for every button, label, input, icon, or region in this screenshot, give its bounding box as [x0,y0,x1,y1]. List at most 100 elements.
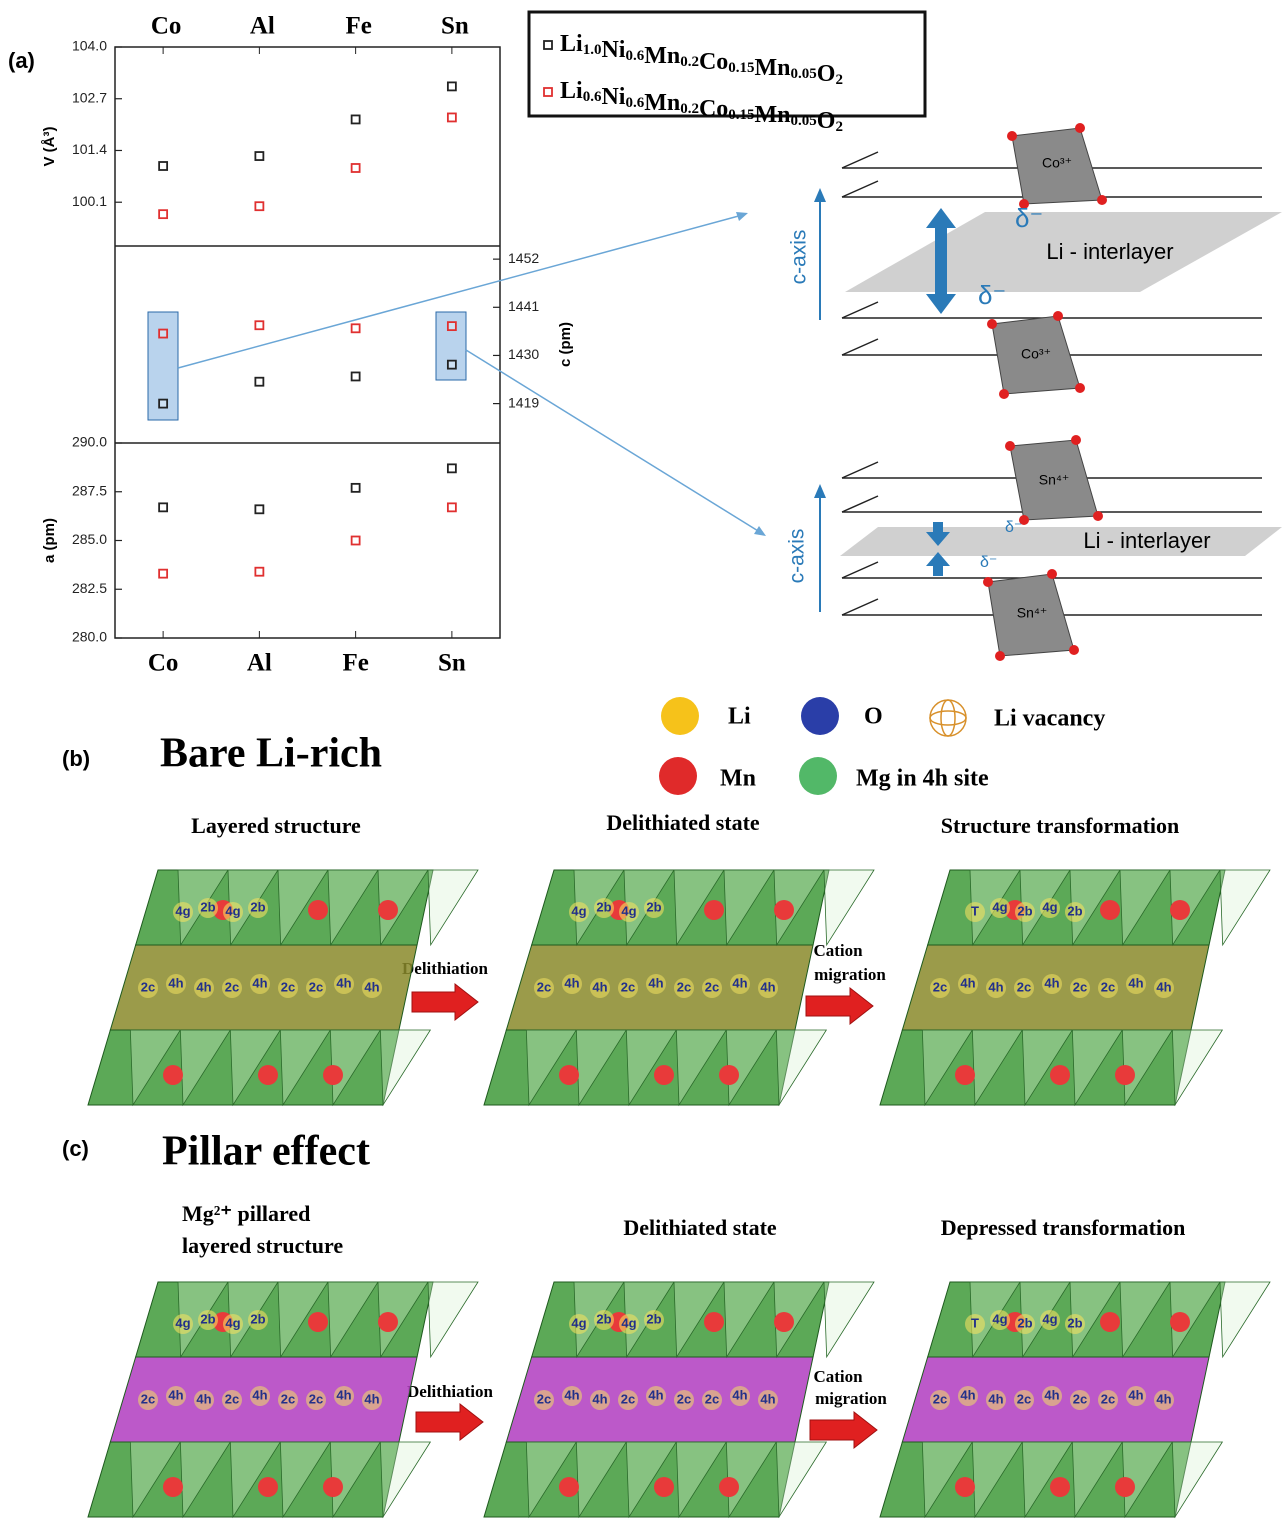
facet [775,1029,828,1107]
mn-atom [1115,1065,1135,1085]
x-tick-label: Al [250,13,275,40]
site [1015,902,1035,922]
panel-label: (a) [8,48,35,73]
facet [675,1441,728,1519]
mn-atom [774,900,794,920]
arrow-label: Cation [813,941,863,960]
facet [179,1441,232,1519]
site-label: 2c [705,979,719,994]
site-label: 4h [732,1387,747,1402]
site [1070,978,1090,998]
facet [279,1441,332,1519]
y-tick-label: 290.0 [72,434,107,450]
y-axis-label: V (Å³) [41,127,58,167]
site [758,1390,778,1410]
point [446,502,457,513]
facet [575,1029,628,1107]
caption: Delithiated state [623,1215,777,1240]
y-tick-label: 285.0 [72,531,107,547]
y-tick-label: 282.5 [72,580,107,596]
site [222,978,242,998]
legend-label: Mn [720,766,756,792]
double-arrow-head [926,294,956,314]
site-label: 2c [1101,1391,1115,1406]
site [250,1386,270,1406]
mn-atom [559,1477,579,1497]
atom [1075,383,1085,393]
facet [229,1441,282,1519]
site-label: 4g [175,903,190,918]
mn-atom [719,1477,739,1497]
site [569,902,589,922]
facet [277,1281,329,1359]
site [138,978,158,998]
site [990,898,1010,918]
y-tick-label: 1441 [508,298,539,314]
process-arrow [411,982,479,1022]
site [702,1390,722,1410]
x-tick-label: Sn [441,13,469,40]
facet [625,1029,678,1107]
site [702,978,722,998]
site-label: 4g [225,1315,240,1330]
arrow-label: Cation [813,1367,863,1386]
site-label: 4g [992,1311,1007,1326]
facet [1219,1281,1271,1359]
site [1040,1310,1060,1330]
atom [1019,199,1029,209]
site [173,1314,193,1334]
y-tick-label: 1419 [508,394,539,410]
delta-label: δ⁻ [980,554,997,571]
mn-atom [163,1065,183,1085]
site [198,898,218,918]
legend-label: Li [728,704,751,730]
site-label: 2b [200,1311,215,1326]
site [646,974,666,994]
site [194,1390,214,1410]
facet [379,1441,432,1519]
site-label: 2c [225,979,239,994]
facet [327,869,379,947]
connector-head [736,212,748,221]
legend-text-part: Li [560,31,583,57]
legend-marker [543,40,553,50]
axis-arrow [819,200,821,320]
facet [971,1029,1024,1107]
panel-label: (c) [62,1136,89,1161]
site [930,978,950,998]
site [730,974,750,994]
site-label: 4h [1128,975,1143,990]
point [350,535,361,546]
facet [379,1029,432,1107]
mn-atom [955,1477,975,1497]
site [674,978,694,998]
atom [1007,131,1017,141]
site-label: 2b [1017,903,1032,918]
site [930,1390,950,1410]
site [1040,898,1060,918]
site-label: T [971,1315,979,1330]
atom [1069,645,1079,655]
mn-atom [559,1065,579,1085]
site [986,1390,1006,1410]
interlayer [840,527,1282,556]
mn-atom [1100,1312,1120,1332]
atom [1019,515,1029,525]
caption: Layered structure [191,813,361,838]
site-label: 2c [1073,979,1087,994]
facet [1119,869,1171,947]
site [166,1386,186,1406]
site-label: 2c [621,1391,635,1406]
x-tick-label: Co [151,13,182,40]
facet [1071,1029,1124,1107]
point [158,502,169,513]
site [730,1386,750,1406]
site-label: 4g [992,899,1007,914]
facet [921,1441,974,1519]
squeeze-arrow [933,564,943,576]
y-axis-label: a (pm) [41,518,58,563]
site [306,1390,326,1410]
site-label: 4h [648,1387,663,1402]
facet [1071,1441,1124,1519]
mn-atom [955,1065,975,1085]
